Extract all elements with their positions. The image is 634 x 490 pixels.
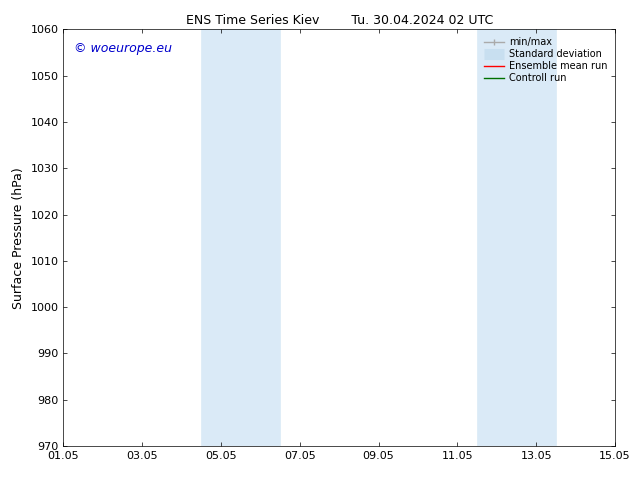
Legend: min/max, Standard deviation, Ensemble mean run, Controll run: min/max, Standard deviation, Ensemble me… [481, 34, 610, 86]
Bar [517, 29, 556, 446]
Text: © woeurope.eu: © woeurope.eu [74, 42, 172, 55]
Bar [241, 29, 280, 446]
Bar [477, 29, 517, 446]
Y-axis label: Surface Pressure (hPa): Surface Pressure (hPa) [12, 167, 25, 309]
Title: ENS Time Series Kiev        Tu. 30.04.2024 02 UTC: ENS Time Series Kiev Tu. 30.04.2024 02 U… [186, 14, 493, 27]
Bar [202, 29, 241, 446]
